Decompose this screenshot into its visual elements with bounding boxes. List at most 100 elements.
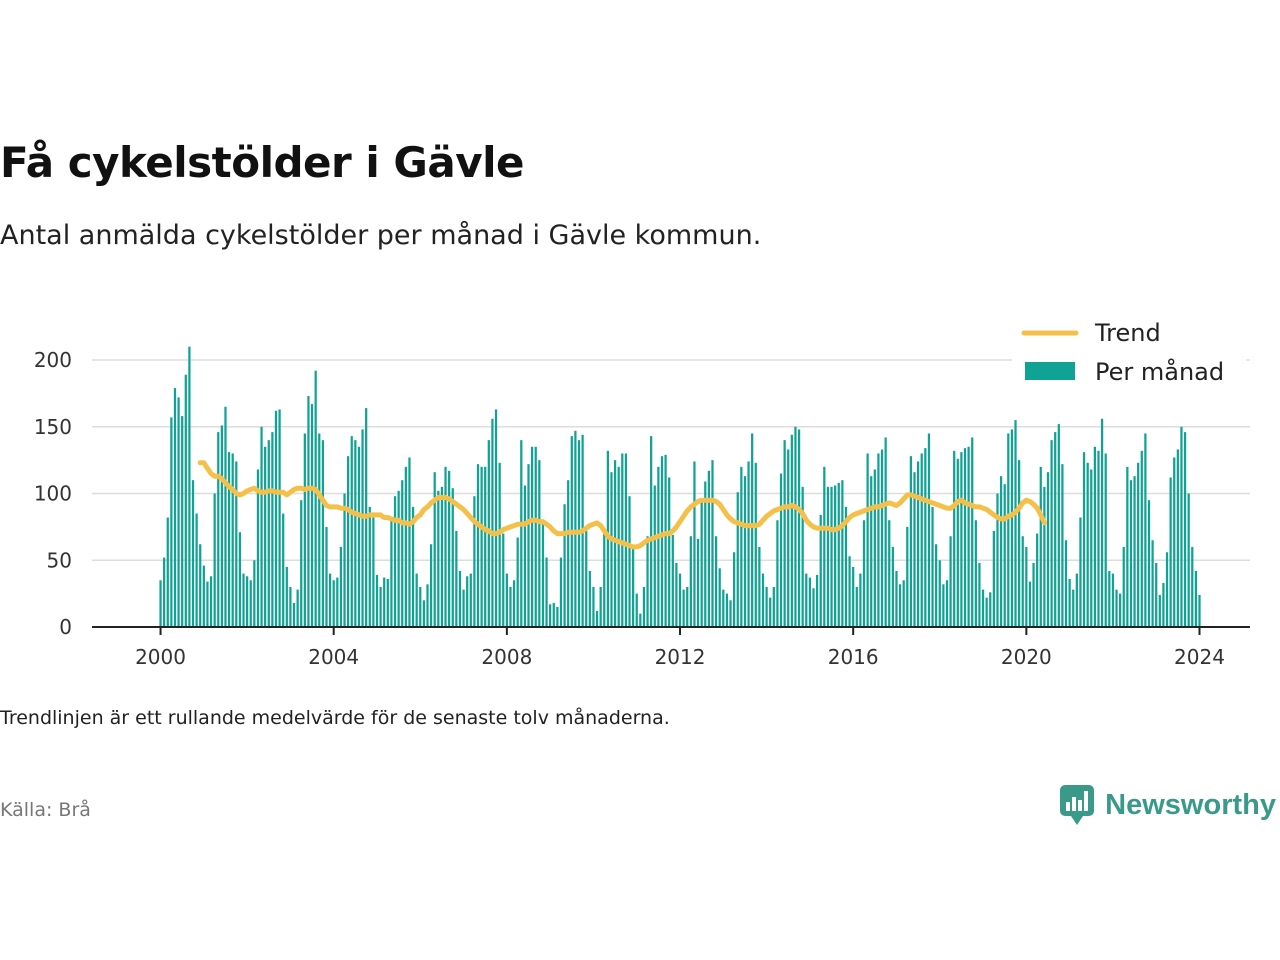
bar	[325, 526, 328, 627]
bar	[556, 606, 559, 627]
bar	[1082, 452, 1086, 627]
bar	[852, 566, 855, 627]
bar	[220, 425, 223, 627]
bar	[181, 416, 184, 627]
bar	[559, 557, 563, 627]
x-tick-label: 2024	[1174, 645, 1225, 669]
bar	[1100, 418, 1104, 627]
bar	[1064, 540, 1068, 627]
bar	[343, 493, 346, 627]
bar	[884, 437, 887, 627]
bar	[635, 593, 638, 627]
chart-title: Få cykelstölder i Gävle	[0, 138, 524, 187]
bar	[783, 440, 786, 627]
bar	[491, 418, 494, 627]
bar	[1028, 581, 1032, 627]
bar	[855, 586, 858, 627]
bar	[271, 432, 274, 627]
bar	[538, 460, 541, 627]
bar	[426, 584, 429, 627]
bar	[404, 466, 407, 627]
bar	[390, 520, 393, 627]
bar	[678, 573, 682, 627]
bar	[411, 506, 415, 627]
legend-trend-label: Trend	[1094, 319, 1161, 347]
bar	[924, 448, 927, 627]
bar	[368, 506, 371, 627]
bar	[898, 584, 902, 627]
bar	[714, 536, 718, 627]
bar	[264, 446, 267, 627]
bar	[729, 600, 732, 627]
bar	[585, 530, 588, 627]
bar	[170, 417, 173, 627]
bar	[1050, 440, 1053, 627]
bar	[805, 573, 808, 627]
bar	[797, 429, 801, 627]
bar	[1046, 472, 1050, 627]
bar	[613, 460, 617, 627]
bar	[1165, 552, 1169, 627]
bar	[1111, 573, 1115, 627]
bar	[862, 520, 866, 627]
bar	[790, 434, 793, 627]
bar	[916, 461, 920, 627]
bar	[707, 470, 710, 627]
bar	[1032, 562, 1035, 627]
bar	[574, 430, 577, 627]
bar	[1057, 424, 1060, 627]
bar	[1003, 484, 1006, 627]
bar	[841, 480, 844, 627]
bar	[401, 480, 404, 627]
bar	[837, 482, 840, 627]
bar	[249, 580, 252, 627]
y-tick-label: 100	[34, 482, 72, 506]
bar	[736, 492, 739, 627]
bar	[830, 486, 833, 627]
bar	[163, 557, 166, 627]
bar	[1093, 446, 1096, 627]
bar	[289, 586, 292, 627]
bar	[227, 452, 231, 627]
bar	[689, 536, 692, 627]
bar	[1147, 500, 1151, 627]
bar	[357, 446, 361, 627]
x-tick-label: 2020	[1001, 645, 1052, 669]
source-label: Källa: Brå	[0, 799, 91, 821]
bar	[516, 537, 519, 627]
bar	[963, 448, 967, 627]
bar	[462, 589, 465, 627]
bar	[953, 450, 956, 627]
bar	[397, 490, 400, 627]
bar	[675, 562, 678, 627]
bar	[224, 406, 227, 627]
bar	[1198, 594, 1201, 627]
bar	[307, 396, 310, 627]
bar	[880, 449, 884, 627]
bar	[754, 462, 757, 627]
bar	[1158, 594, 1161, 627]
bar	[217, 432, 220, 627]
bar	[296, 589, 299, 627]
bar	[642, 586, 646, 627]
bar	[873, 469, 876, 627]
bar	[967, 446, 970, 627]
x-tick-label: 2016	[828, 645, 879, 669]
bar	[1097, 450, 1100, 627]
bar	[686, 586, 689, 627]
bar	[336, 577, 339, 627]
brand-logo[interactable]: Newsworthy	[1059, 784, 1276, 826]
bar	[184, 374, 187, 627]
bar	[909, 456, 913, 627]
bar	[235, 461, 238, 627]
line-series-trend	[197, 460, 1047, 550]
bar	[595, 610, 599, 627]
bar	[177, 397, 180, 627]
bar	[1079, 517, 1082, 627]
bar	[408, 457, 411, 627]
bar	[494, 409, 498, 627]
bar	[1115, 589, 1118, 627]
chart-footnote: Trendlinjen är ett rullande medelvärde f…	[0, 707, 670, 729]
bar	[567, 480, 570, 627]
bar	[505, 573, 508, 627]
